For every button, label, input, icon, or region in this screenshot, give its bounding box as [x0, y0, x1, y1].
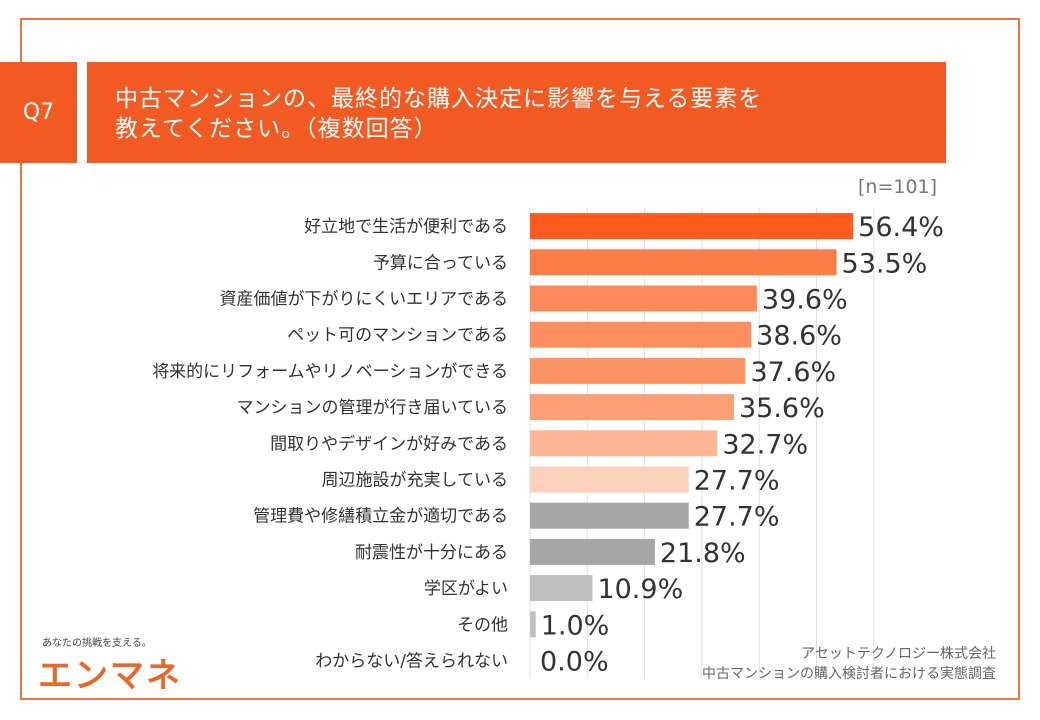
- bar: [530, 502, 689, 529]
- category-label: その他: [457, 615, 508, 635]
- question-title: 中古マンションの、最終的な購入決定に影響を与える要素を 教えてください。（複数回…: [87, 62, 946, 163]
- value-label: 21.8%: [660, 538, 746, 569]
- value-label: 10.9%: [597, 574, 683, 605]
- bar: [530, 213, 854, 240]
- category-label: 資産価値が下がりにくいエリアである: [220, 290, 509, 310]
- category-label: 予算に合っている: [373, 253, 508, 273]
- value-label: 0.0%: [540, 647, 609, 678]
- category-label: 耐震性が十分にある: [355, 543, 508, 563]
- title-line-1: 中古マンションの、最終的な購入決定に影響を与える要素を: [115, 86, 763, 112]
- value-label: 38.6%: [756, 321, 842, 352]
- question-number: Q7: [0, 62, 77, 163]
- category-label: 間取りやデザインが好みである: [270, 433, 508, 454]
- value-label: 37.6%: [750, 357, 836, 388]
- value-label: 27.7%: [694, 502, 780, 533]
- category-label: 周辺施設が充実している: [322, 471, 509, 491]
- title-line-2: 教えてください。（複数回答）: [115, 116, 438, 142]
- bar: [530, 285, 757, 312]
- source-survey: 中古マンションの購入検討者における実態調査: [702, 666, 996, 682]
- value-label: 35.6%: [739, 393, 825, 424]
- bar: [530, 430, 718, 457]
- bar: [530, 611, 536, 638]
- category-label: ペット可のマンションである: [287, 326, 508, 346]
- category-label: 管理費や修繕積立金が適切である: [253, 507, 508, 527]
- bar: [530, 466, 689, 493]
- value-label: 39.6%: [762, 285, 848, 316]
- bar: [530, 357, 746, 384]
- logo: エンマネ: [38, 656, 182, 696]
- value-label: 1.0%: [541, 610, 610, 641]
- source-note: アセットテクノロジー株式会社 中古マンションの購入検討者における実態調査: [702, 644, 996, 684]
- bar: [530, 249, 837, 276]
- category-label: わからない/答えられない: [315, 652, 508, 672]
- category-label: 好立地で生活が便利である: [304, 217, 508, 237]
- value-label: 56.4%: [858, 212, 944, 243]
- bar: [530, 575, 593, 602]
- value-label: 27.7%: [694, 466, 780, 497]
- category-label: マンションの管理が行き届いている: [237, 398, 509, 418]
- category-label: 将来的にリフォームやリノベーションができる: [152, 362, 508, 382]
- category-label: 学区がよい: [424, 579, 508, 599]
- logo-tagline: あなたの挑戦を支える。: [42, 638, 152, 649]
- chart-frame: [20, 18, 1020, 700]
- value-label: 53.5%: [842, 248, 928, 279]
- value-label: 32.7%: [722, 429, 808, 460]
- source-company: アセットテクノロジー株式会社: [801, 646, 996, 662]
- bar: [530, 394, 734, 421]
- bar: [530, 538, 655, 565]
- bar: [530, 321, 752, 348]
- sample-size: [n=101]: [858, 176, 938, 198]
